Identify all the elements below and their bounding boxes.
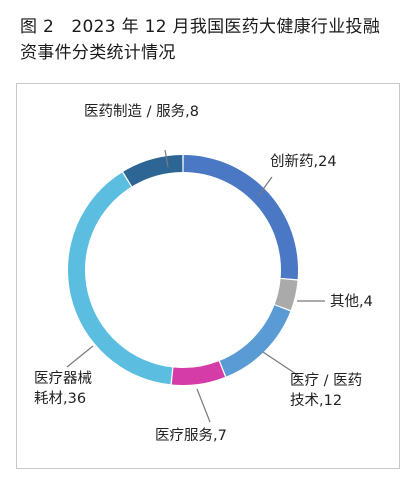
- data-label-line: 耗材,36: [34, 390, 86, 407]
- leader-line-6: [164, 149, 169, 168]
- data-label-line: 医疗器械: [34, 370, 92, 387]
- slice-2: [274, 279, 298, 311]
- data-label-line: 医药制造 / 服务,8: [84, 103, 199, 120]
- chart-frame: [16, 83, 400, 469]
- leader-line-4: [196, 388, 211, 423]
- data-label-5: 医疗器械耗材,36: [34, 370, 92, 407]
- slice-1: [183, 155, 298, 280]
- data-label-4: 医疗服务,7: [155, 427, 227, 444]
- slice-5: [67, 172, 173, 385]
- title-line-2: 资事件分类统计情况: [20, 43, 176, 63]
- leader-line-5: [66, 345, 94, 368]
- data-label-2: 其他,4: [330, 293, 373, 310]
- data-label-line: 其他,4: [330, 293, 373, 310]
- data-label-6: 医药制造 / 服务,8: [84, 103, 199, 120]
- chart-title: 图 2 2023 年 12 月我国医药大健康行业投融 资事件分类统计情况: [20, 14, 404, 66]
- title-line-1: 图 2 2023 年 12 月我国医药大健康行业投融: [20, 17, 381, 37]
- data-label-line: 医疗服务,7: [155, 427, 227, 444]
- data-label-line: 医疗 / 医药: [290, 372, 362, 389]
- slice-3: [219, 305, 291, 377]
- leader-line-3: [262, 351, 300, 377]
- data-label-3: 医疗 / 医药技术,12: [290, 372, 362, 409]
- slice-6: [123, 155, 183, 187]
- data-label-1: 创新药,24: [270, 153, 337, 170]
- data-label-line: 创新药,24: [270, 153, 337, 170]
- data-label-line: 技术,12: [290, 392, 342, 409]
- leader-line-1: [257, 176, 273, 197]
- slice-4: [171, 361, 225, 386]
